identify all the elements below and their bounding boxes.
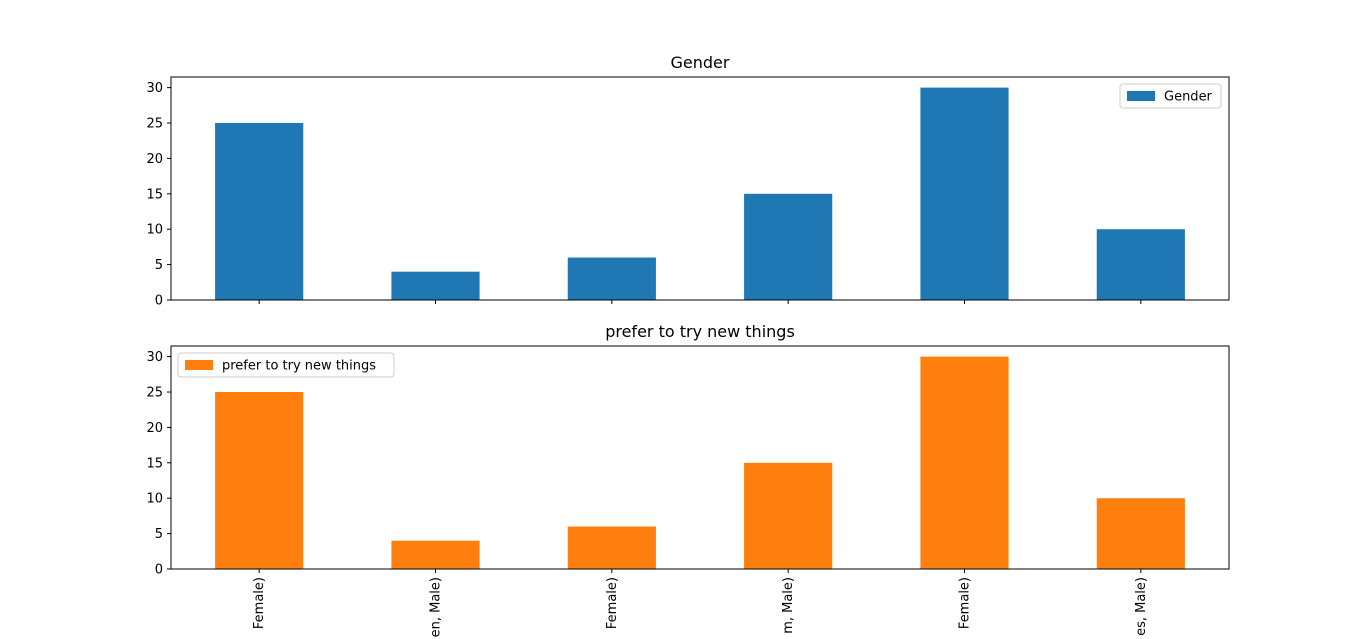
y-tick-label: 25 [146,117,163,132]
y-tick-label: 10 [146,223,163,238]
y-tick-label: 20 [146,152,163,167]
bar [391,271,480,300]
y-tick-label: 10 [146,492,163,507]
bar [744,193,833,300]
legend: Gender [1119,83,1222,109]
y-tick-label: 15 [146,456,163,471]
legend-label: Gender [1164,90,1213,105]
y-tick-label: 25 [146,386,163,401]
chart-title: prefer to try new things [605,322,795,341]
y-tick-label: 5 [155,527,163,542]
axes-frame [170,76,1230,301]
bar [1096,229,1185,300]
bar [391,540,480,569]
x-tick-label: Female) [252,577,267,629]
legend-swatch [1127,91,1155,101]
y-tick-label: 0 [155,563,163,578]
y-tick-label: 15 [146,187,163,202]
gender-chart: Gender 0 5 10 15 20 25 30 Gender [146,53,1230,309]
x-tick-label: m, Male) [781,577,796,634]
bar [215,392,304,569]
chart-title: Gender [671,53,730,72]
legend-label: prefer to try new things [222,359,376,374]
bar [215,123,304,301]
y-tick-label: 0 [155,294,163,309]
legend-box [177,352,395,378]
bar [567,257,656,300]
x-tick-label: en, Male) [429,577,444,637]
y-tick-label: 20 [146,421,163,436]
legend-box [1119,83,1222,109]
bar [920,356,1009,569]
bar [744,462,833,569]
y-tick-label: 30 [146,350,163,365]
x-tick-label: Female) [958,577,973,629]
bar [1096,498,1185,569]
axes-frame [170,345,1230,570]
prefer-new-things-chart: prefer to try new things 0 5 10 15 20 25 30 Fema… [146,322,1230,637]
legend-swatch [185,360,213,370]
bar [567,526,656,569]
legend: prefer to try new things [177,352,395,378]
x-tick-label: es, Male) [1134,577,1149,636]
bar [920,87,1009,300]
y-tick-label: 30 [146,81,163,96]
y-tick-label: 5 [155,258,163,273]
x-tick-label: Female) [605,577,620,629]
